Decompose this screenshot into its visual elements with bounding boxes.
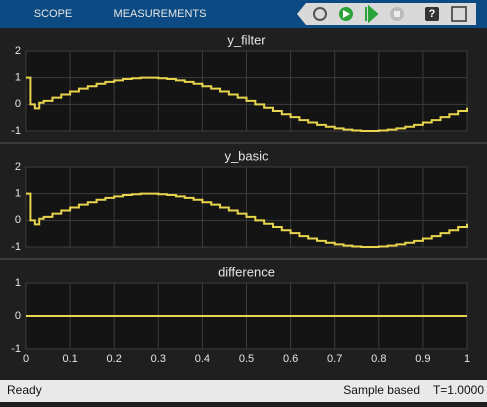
y-tick-label: 2: [15, 45, 21, 57]
help-glyph: ?: [429, 8, 436, 20]
x-tick-label: 0.8: [371, 353, 386, 365]
settings-icon[interactable]: [313, 7, 327, 21]
status-time: T=1.0000: [433, 383, 484, 397]
y-tick-label: 1: [15, 188, 21, 200]
x-tick-label: 1: [464, 353, 470, 365]
quick-toolbar: [297, 3, 476, 25]
step-icon[interactable]: [365, 4, 379, 24]
y-tick-label: -1: [11, 241, 21, 253]
y-tick-label: 0: [15, 214, 21, 226]
x-tick-label: 0.6: [283, 353, 298, 365]
y-tick-label: 2: [15, 161, 21, 173]
undock-icon[interactable]: [451, 6, 467, 22]
y-tick-label: 0: [15, 98, 21, 110]
x-tick-label: 0.2: [107, 353, 122, 365]
x-tick-label: 0.5: [239, 353, 254, 365]
status-mode: Sample based: [343, 383, 420, 397]
y-tick-label: 1: [15, 72, 21, 84]
x-tick-label: 0.9: [415, 353, 430, 365]
chart-title: y_basic: [224, 148, 269, 163]
x-tick-label: 0: [23, 353, 29, 365]
x-tick-label: 0.3: [151, 353, 166, 365]
status-text: Ready: [7, 383, 42, 397]
chart-title: y_filter: [227, 32, 266, 47]
signal-line: [26, 192, 468, 248]
run-glyph: [343, 10, 350, 18]
x-tick-label: 0.7: [327, 353, 342, 365]
help-icon[interactable]: [425, 7, 439, 21]
x-tick-label: 0.1: [62, 353, 77, 365]
x-tick-label: 0.4: [195, 353, 210, 365]
y-tick-label: 1: [15, 277, 21, 289]
y-tick-label: -1: [11, 343, 21, 355]
chart-title: difference: [218, 264, 275, 279]
status-bar: [0, 380, 487, 402]
signal-line: [26, 76, 468, 132]
stop-glyph: [394, 11, 400, 17]
tab[interactable]: SCOPE: [34, 8, 73, 20]
y-tick-label: -1: [11, 125, 21, 137]
tab[interactable]: MEASUREMENTS: [114, 8, 207, 20]
y-tick-label: 0: [15, 310, 21, 322]
